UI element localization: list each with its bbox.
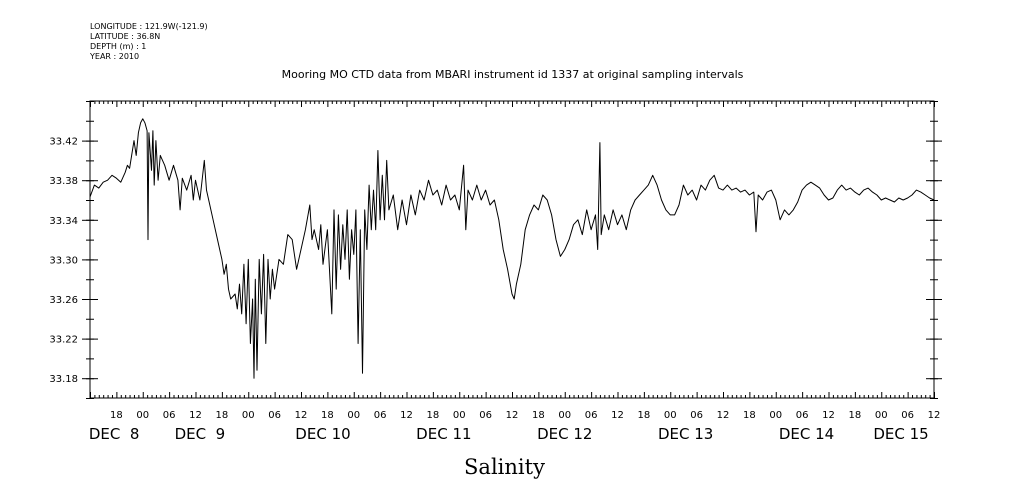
x-date-label: DEC 10 — [295, 425, 350, 443]
y-tick-label: 33.34 — [49, 216, 78, 227]
x-hour-tick-label: 06 — [796, 410, 809, 421]
x-hour-tick-label: 06 — [901, 410, 914, 421]
x-hour-tick-label: 18 — [532, 410, 545, 421]
x-hour-tick-label: 00 — [664, 410, 677, 421]
x-hour-tick-label: 06 — [585, 410, 598, 421]
x-date-label: DEC 13 — [658, 425, 713, 443]
x-hour-tick-label: 12 — [189, 410, 202, 421]
chart-title: Mooring MO CTD data from MBARI instrumen… — [281, 68, 744, 81]
x-hour-tick-label: 00 — [242, 410, 255, 421]
y-tick-label: 33.26 — [49, 295, 78, 306]
date-labels: DEC 8 DEC 9 DEC 10 DEC 11 DEC 12 DEC 13 DEC 14… — [89, 425, 929, 443]
x-hour-tick-label: 06 — [374, 410, 387, 421]
minor-tick-marks — [86, 101, 938, 399]
depth-label: DEPTH (m) : 1 — [90, 42, 147, 51]
x-hour-tick-label: 00 — [347, 410, 360, 421]
x-hour-tick-label: 06 — [690, 410, 703, 421]
x-hour-tick-label: 06 — [268, 410, 281, 421]
x-date-label: DEC 14 — [779, 425, 834, 443]
y-tick-label: 33.38 — [49, 176, 78, 187]
x-hour-tick-label: 12 — [400, 410, 413, 421]
x-hour-tick-label: 06 — [163, 410, 176, 421]
x-date-label: DEC 11 — [416, 425, 471, 443]
x-date-label: DEC 8 — [89, 425, 140, 443]
metadata-block: LONGITUDE : 121.9W(-121.9) LATITUDE : 36… — [90, 22, 208, 62]
x-date-label: DEC 12 — [537, 425, 592, 443]
x-hour-tick-label: 18 — [110, 410, 123, 421]
x-hour-tick-label: 18 — [321, 410, 334, 421]
y-axis-label: Salinity — [464, 455, 545, 479]
x-hour-tick-label: 18 — [638, 410, 651, 421]
y-axis-ticks: 33.18 33.22 33.26 33.30 33.34 33.38 33.42 — [49, 137, 942, 385]
x-axis-ticks: 18 00 06 12 18 00 06 12 18 00 06 12 18 00 06 12 18 00 06 12… — [110, 410, 940, 421]
x-hour-tick-label: 18 — [849, 410, 862, 421]
x-hour-tick-label: 12 — [928, 410, 941, 421]
x-hour-tick-label: 12 — [295, 410, 308, 421]
minor-ticks — [86, 101, 938, 399]
longitude-label: LONGITUDE : 121.9W(-121.9) — [90, 22, 208, 31]
x-hour-tick-label: 00 — [453, 410, 466, 421]
y-tick-label: 33.30 — [49, 255, 78, 266]
x-date-label: DEC 15 — [873, 425, 928, 443]
salinity-series-line — [89, 118, 935, 379]
x-hour-tick-label: 18 — [427, 410, 440, 421]
x-date-label: DEC 9 — [175, 425, 226, 443]
year-label: YEAR : 2010 — [90, 52, 140, 61]
x-hour-tick-label: 12 — [611, 410, 624, 421]
y-tick-label: 33.18 — [49, 374, 78, 385]
plot-frame — [89, 100, 935, 399]
y-tick-label: 33.22 — [49, 335, 78, 346]
x-hour-tick-label: 00 — [769, 410, 782, 421]
latitude-label: LATITUDE : 36.8N — [90, 32, 161, 41]
x-hour-tick-label: 12 — [717, 410, 730, 421]
x-hour-tick-label: 12 — [506, 410, 519, 421]
y-tick-label: 33.42 — [49, 137, 78, 148]
x-hour-tick-label: 18 — [216, 410, 229, 421]
x-hour-tick-label: 12 — [822, 410, 835, 421]
x-hour-tick-label: 00 — [558, 410, 571, 421]
series-group — [89, 118, 935, 379]
x-hour-tick-label: 06 — [479, 410, 492, 421]
x-hour-tick-label: 00 — [875, 410, 888, 421]
x-hour-tick-label: 18 — [743, 410, 756, 421]
x-hour-tick-label: 00 — [136, 410, 149, 421]
